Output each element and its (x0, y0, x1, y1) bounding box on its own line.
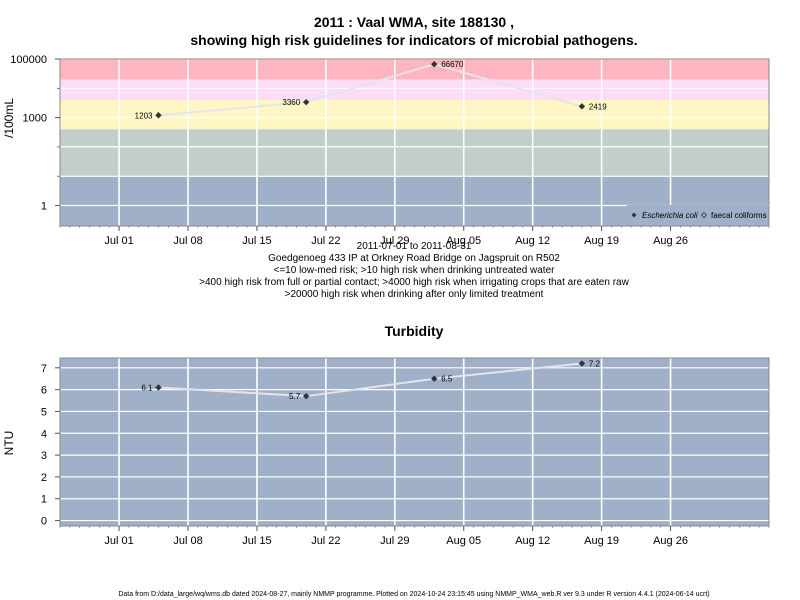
chart1-y-axis: 1 1000 100000 (10, 54, 60, 213)
y-tick-label: 100000 (10, 54, 47, 66)
x-tick-label: Aug 12 (515, 535, 550, 547)
ecoli-point (155, 112, 162, 119)
turbidity-line (158, 362, 583, 398)
turbidity-data-label: 6.5 (441, 375, 453, 384)
x-tick-label: Aug 19 (584, 235, 619, 247)
x-tick-label: Jul 08 (173, 235, 202, 247)
y-tick-label: 1000 (23, 113, 47, 125)
ecoli-point (430, 60, 438, 68)
y-tick-label: 5 (41, 406, 47, 418)
y-tick-label: 1 (41, 494, 47, 506)
legend-label-ecoli: Escherichia coli (642, 211, 698, 220)
risk-band (60, 129, 769, 177)
x-tick-label: Aug 05 (446, 235, 481, 247)
ecoli-data-label: 1203 (135, 111, 153, 120)
x-tick-label: Jul 22 (311, 235, 340, 247)
chart1-x-axis: Jul 01 Jul 08 Jul 15 Jul 22 Jul 29 Aug 05 Aug … (59, 226, 770, 247)
risk-band (60, 99, 769, 130)
ecoli-point (302, 98, 310, 106)
chart1-y-label: /100mL (2, 98, 16, 138)
turbidity-point (430, 375, 438, 382)
chart2-grid (60, 358, 769, 526)
x-tick-label: Jul 15 (242, 235, 271, 247)
x-tick-label: Jul 29 (380, 535, 409, 547)
ecoli-data-label: 3360 (282, 98, 300, 107)
turbidity-data-label: 5.7 (289, 392, 301, 401)
x-tick-label: Aug 19 (584, 535, 619, 547)
x-tick-label: Jul 22 (311, 535, 340, 547)
ecoli-data-label: 66670 (441, 60, 464, 69)
ecoli-line (158, 63, 583, 117)
chart1-caption-line4: >400 high risk from full or partial cont… (199, 277, 629, 288)
ecoli-point (578, 103, 586, 110)
turbidity-point (155, 384, 162, 391)
chart2-plot-background (60, 358, 769, 526)
risk-band (60, 79, 769, 100)
chart2-y-axis: 0 1 2 3 4 5 6 7 (41, 363, 60, 528)
y-tick-label: 1 (41, 201, 47, 213)
chart1-caption-line3: <=10 low-med risk; >10 high risk when dr… (274, 265, 556, 276)
x-tick-label: Jul 29 (380, 235, 409, 247)
y-tick-label: 6 (41, 385, 47, 397)
y-tick-label: 3 (41, 450, 47, 462)
chart1-caption-line2: Goedgenoeg 433 IP at Orkney Road Bridge … (268, 253, 560, 264)
x-tick-label: Jul 01 (104, 235, 133, 247)
legend-marker-faecal (700, 211, 708, 219)
x-tick-label: Jul 15 (242, 535, 271, 547)
chart1-series: 1203 3360 66670 2419 (135, 60, 608, 120)
turbidity-point (302, 392, 310, 400)
chart2-series: 6.1 5.7 6.5 7.2 (141, 359, 600, 401)
x-tick-label: Jul 01 (104, 535, 133, 547)
footer-note: Data from D:/data_large/wq/wms.db dated … (118, 591, 709, 598)
turbidity-data-label: 7.2 (589, 359, 601, 368)
legend-label-faecal: faecal coliforms (711, 211, 767, 220)
chart2-y-label: NTU (2, 431, 16, 456)
x-tick-label: Jul 08 (173, 535, 202, 547)
y-tick-label: 0 (41, 516, 47, 528)
chart1-risk-bands (60, 59, 769, 226)
ecoli-data-label: 2419 (589, 102, 607, 111)
y-tick-label: 4 (41, 428, 47, 440)
y-tick-label: 2 (41, 472, 47, 484)
turbidity-point (578, 360, 586, 367)
legend-box (627, 205, 768, 225)
chart1-legend: Escherichia coli faecal coliforms (627, 205, 768, 225)
chart2-title: Turbidity (385, 323, 444, 339)
chart1-caption-line1: 2011-07-01 to 2011-08-31 (357, 241, 472, 252)
chart1-caption-line5: >20000 high risk when drinking after onl… (285, 289, 544, 300)
chart1-title-line2: showing high risk guidelines for indicat… (190, 32, 637, 48)
chart2-x-axis: Jul 01 Jul 08 Jul 15 Jul 22 Jul 29 Aug 05 Aug … (59, 526, 770, 547)
chart1-title-line1: 2011 : Vaal WMA, site 188130 , (314, 14, 514, 30)
turbidity-data-label: 6.1 (141, 383, 153, 392)
x-tick-label: Aug 26 (653, 235, 688, 247)
x-tick-label: Aug 26 (653, 535, 688, 547)
x-tick-label: Aug 05 (446, 535, 481, 547)
x-tick-label: Aug 12 (515, 235, 550, 247)
legend-marker-ecoli (631, 212, 637, 218)
y-tick-label: 7 (41, 363, 47, 375)
